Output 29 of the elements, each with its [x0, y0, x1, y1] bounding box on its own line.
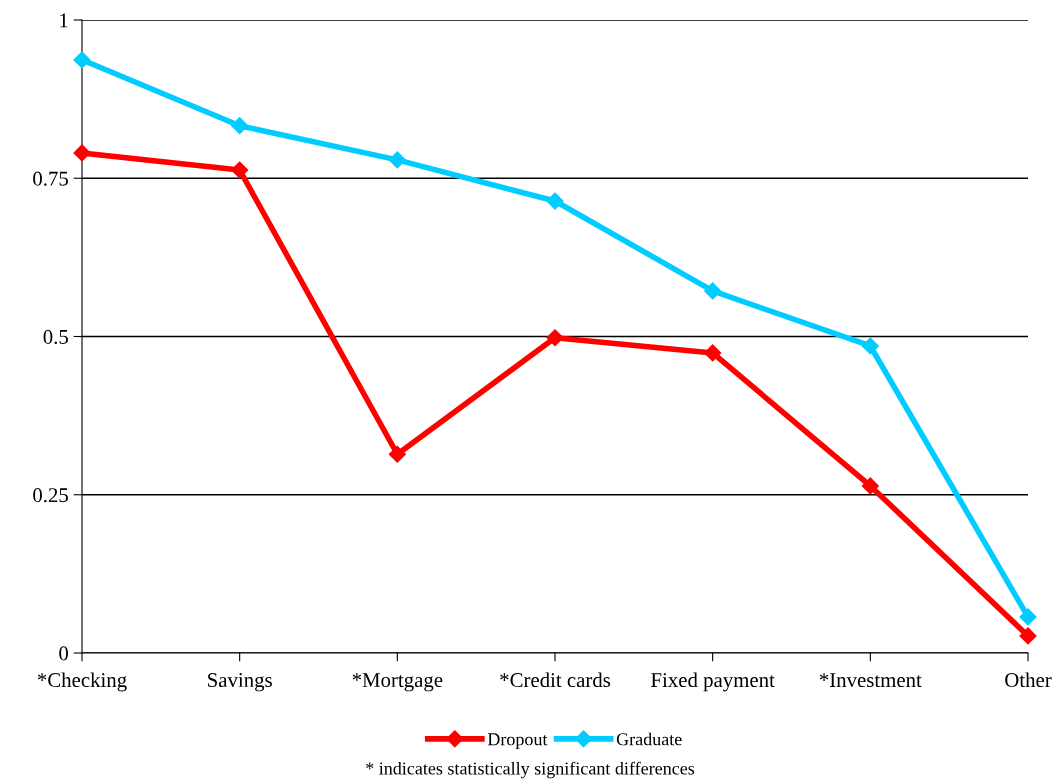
point [546, 329, 564, 347]
point [1019, 627, 1037, 645]
point [388, 445, 406, 463]
x-tick-label: Savings [208, 673, 272, 692]
y-tick-label: 0 [59, 646, 69, 661]
point [861, 337, 879, 355]
point [73, 144, 91, 162]
y-tick-label: 1 [60, 13, 68, 28]
legend-label: Graduate [616, 732, 682, 746]
text: * indicates statistically significant differences [366, 761, 695, 779]
point [388, 151, 406, 169]
y-tick-label: 0.75 [33, 171, 68, 186]
point [546, 192, 564, 210]
y-tick-label: 0.5 [43, 329, 68, 345]
y-tick-label: 0.25 [33, 488, 68, 503]
point [704, 282, 722, 300]
point [861, 477, 879, 495]
x-tick-label: *Investment [819, 673, 922, 688]
x-tick-label: *Credit cards [500, 672, 611, 688]
x-tick-label: *Checking [37, 672, 127, 692]
legend-label: Dropout [487, 733, 548, 750]
x-tick-label: Other [1005, 672, 1052, 688]
x-tick-label: Fixed payment [651, 672, 775, 692]
point [704, 344, 722, 362]
point [231, 117, 249, 135]
point [1019, 608, 1037, 626]
point [73, 51, 91, 69]
point [231, 161, 249, 179]
x-tick-label: *Mortgage [352, 673, 443, 692]
